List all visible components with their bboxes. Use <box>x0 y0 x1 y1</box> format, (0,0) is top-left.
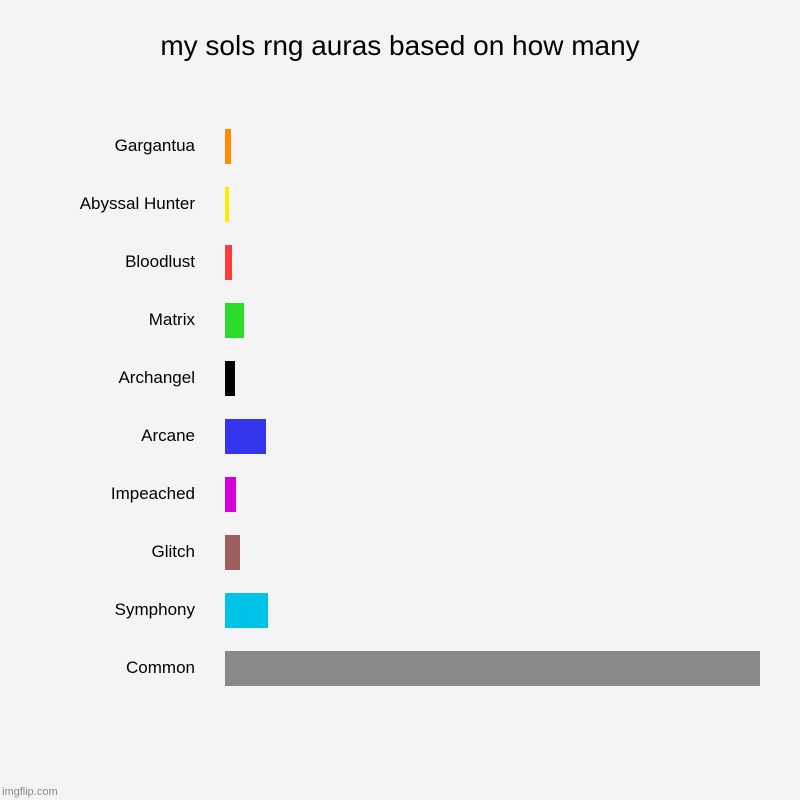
bar-label: Bloodlust <box>40 252 225 272</box>
bar-gargantua <box>225 129 231 164</box>
bar-symphony <box>225 593 268 628</box>
chart-title: my sols rng auras based on how many <box>0 0 800 117</box>
bar-row: Archangel <box>40 349 760 407</box>
bar-abyssal-hunter <box>225 187 229 222</box>
bar-bloodlust <box>225 245 232 280</box>
bar-wrap <box>225 419 760 454</box>
bar-row: Glitch <box>40 523 760 581</box>
bar-common <box>225 651 760 686</box>
bar-wrap <box>225 303 760 338</box>
bar-label: Symphony <box>40 600 225 620</box>
bar-wrap <box>225 187 760 222</box>
bar-wrap <box>225 245 760 280</box>
bar-impeached <box>225 477 236 512</box>
bar-wrap <box>225 361 760 396</box>
bar-row: Matrix <box>40 291 760 349</box>
bar-label: Arcane <box>40 426 225 446</box>
bar-label: Archangel <box>40 368 225 388</box>
chart-area: Gargantua Abyssal Hunter Bloodlust Matri… <box>0 117 800 697</box>
bar-label: Gargantua <box>40 136 225 156</box>
bar-archangel <box>225 361 235 396</box>
bar-row: Common <box>40 639 760 697</box>
bar-arcane <box>225 419 266 454</box>
bar-row: Gargantua <box>40 117 760 175</box>
bar-wrap <box>225 651 760 686</box>
bar-label: Common <box>40 658 225 678</box>
bar-wrap <box>225 477 760 512</box>
bar-row: Arcane <box>40 407 760 465</box>
bar-row: Abyssal Hunter <box>40 175 760 233</box>
bar-row: Symphony <box>40 581 760 639</box>
bar-wrap <box>225 593 760 628</box>
bar-matrix <box>225 303 244 338</box>
bar-label: Impeached <box>40 484 225 504</box>
bar-wrap <box>225 129 760 164</box>
bar-wrap <box>225 535 760 570</box>
watermark: imgflip.com <box>2 786 58 798</box>
bar-label: Abyssal Hunter <box>40 194 225 214</box>
bar-row: Bloodlust <box>40 233 760 291</box>
bar-row: Impeached <box>40 465 760 523</box>
bar-label: Glitch <box>40 542 225 562</box>
bar-glitch <box>225 535 240 570</box>
bar-label: Matrix <box>40 310 225 330</box>
